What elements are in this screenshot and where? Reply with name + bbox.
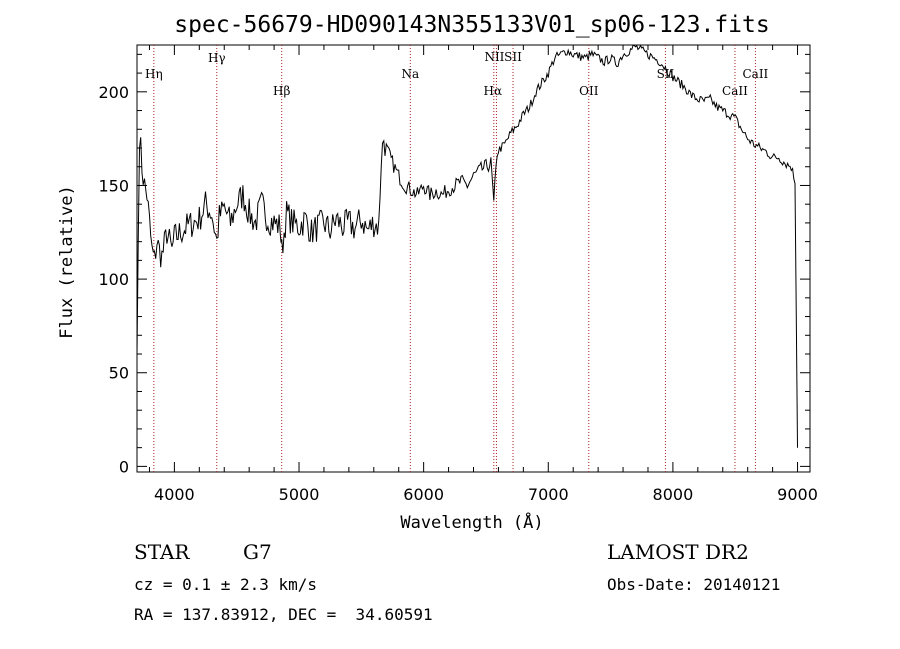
y-axis-label: Flux (relative) — [57, 185, 77, 339]
redshift-value: cz = 0.1 ± 2.3 km/s — [134, 575, 318, 594]
coordinates: RA = 137.83912, DEC = 34.60591 — [134, 605, 433, 624]
spectral-line-label: Hα — [484, 84, 503, 98]
object-class: STAR — [134, 540, 190, 564]
object-subclass: G7 — [243, 540, 272, 564]
spectrum-line — [136, 44, 798, 448]
x-tick-label: 5000 — [279, 485, 320, 504]
x-tick-label: 8000 — [653, 485, 694, 504]
y-tick-label: 150 — [98, 176, 129, 195]
x-tick-label: 4000 — [154, 485, 195, 504]
y-tick-label: 200 — [98, 83, 129, 102]
spectral-line-label: CaII — [742, 67, 768, 81]
x-tick-label: 6000 — [403, 485, 444, 504]
chart-title: spec-56679-HD090143N355133V01_sp06-123.f… — [174, 12, 769, 38]
y-tick-label: 0 — [119, 457, 129, 476]
axis-ticks: 4000 5000 6000 7000 8000 9000 0 50 100 150 200 — [98, 45, 818, 504]
x-axis-label: Wavelength (Å) — [400, 511, 543, 533]
spectral-line-label: Hβ — [273, 84, 290, 98]
plot-frame — [136, 44, 811, 473]
y-tick-label: 100 — [98, 270, 129, 289]
spectral-line-label: CaII — [722, 84, 748, 98]
spectral-line-label: Hη — [145, 67, 163, 81]
x-tick-label: 9000 — [777, 485, 818, 504]
spectral-line-label: Na — [401, 67, 419, 81]
y-tick-label: 50 — [109, 364, 129, 383]
spectral-line-label: Hγ — [208, 51, 226, 65]
observation-date: Obs-Date: 20140121 — [607, 575, 781, 594]
spectral-line-label: OII — [579, 84, 599, 98]
spectral-line-label: NII — [484, 50, 504, 64]
spectral-line-label: SII — [504, 50, 522, 64]
x-tick-label: 7000 — [528, 485, 569, 504]
survey-name: LAMOST DR2 — [607, 540, 749, 564]
